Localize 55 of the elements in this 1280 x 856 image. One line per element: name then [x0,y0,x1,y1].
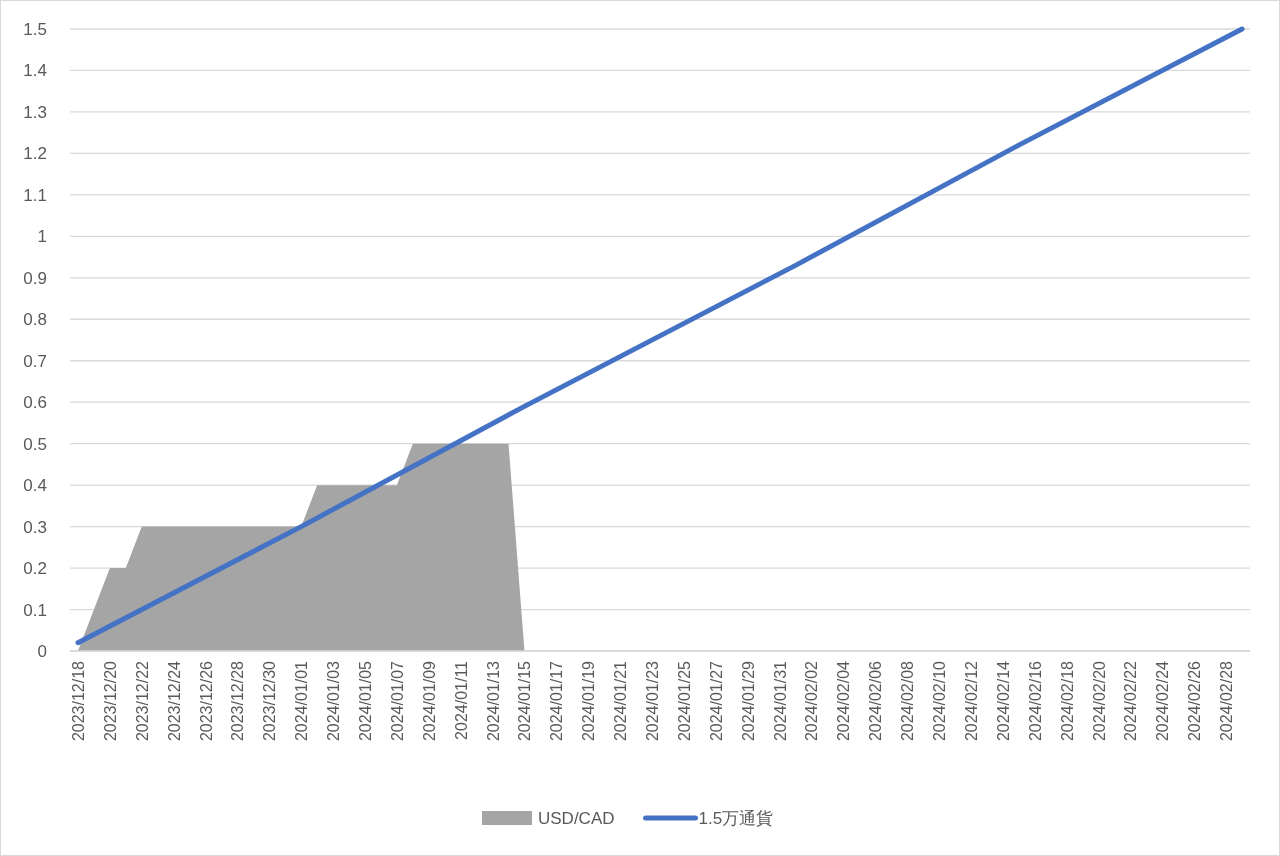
y-tick-label: 0.2 [23,559,47,579]
x-tick-label: 2024/02/28 [1218,660,1236,742]
x-tick-label: 2024/02/10 [931,660,949,742]
x-tick-label: 2024/02/14 [994,660,1012,742]
x-tick-label: 2024/01/13 [484,660,502,742]
y-tick-label: 0.5 [23,434,47,454]
y-tick-label: 0.6 [23,393,47,413]
x-tick-label: 2023/12/30 [261,660,279,742]
x-tick-label: 2023/12/24 [165,660,183,742]
y-tick-label: 0.1 [23,600,47,620]
x-tick-label: 2024/02/18 [1058,660,1076,742]
x-tick-label: 2023/12/26 [197,660,215,742]
x-tick-label: 2024/02/24 [1154,660,1172,742]
y-tick-label: 0.4 [23,476,47,496]
x-tick-label: 2023/12/22 [133,660,151,742]
x-tick-label: 2024/01/09 [420,660,438,742]
legend-label: USD/CAD [538,809,615,828]
x-tick-label: 2024/01/27 [707,660,725,742]
x-tick-label: 2024/01/03 [325,660,343,742]
x-tick-label: 2024/02/02 [803,660,821,742]
x-tick-label: 2024/01/21 [612,660,630,742]
x-tick-label: 2024/01/25 [675,660,693,742]
x-tick-label: 2024/02/22 [1122,660,1140,742]
x-tick-label: 2024/02/08 [899,660,917,742]
y-tick-label: 0.3 [23,517,47,537]
y-tick-label: 1 [37,227,47,247]
x-tick-label: 2024/01/23 [644,660,662,742]
y-tick-label: 1.5 [23,20,47,39]
y-tick-label: 0.7 [23,351,47,371]
x-tick-label: 2024/01/19 [580,660,598,742]
x-tick-label: 2024/01/29 [739,660,757,742]
y-tick-label: 1.1 [23,185,47,205]
x-tick-label: 2024/01/01 [293,660,311,742]
x-tick-label: 2024/02/26 [1186,660,1204,742]
x-tick-label: 2024/02/12 [962,660,980,742]
x-tick-label: 2024/01/17 [548,660,566,742]
y-tick-label: 1.4 [23,61,47,81]
x-tick-label: 2024/01/15 [516,660,534,742]
x-tick-label: 2024/01/31 [771,660,789,742]
y-tick-label: 1.3 [23,102,47,122]
y-tick-label: 0.8 [23,310,47,330]
y-tick-label: 0.9 [23,268,47,288]
x-tick-label: 2024/02/16 [1026,660,1044,742]
x-tick-label: 2024/01/07 [388,660,406,742]
legend-label: 1.5万通貨 [698,809,774,828]
y-tick-label: 0 [37,642,47,661]
x-tick-label: 2024/02/04 [835,660,853,742]
x-tick-label: 2024/01/11 [452,660,470,740]
x-tick-label: 2023/12/18 [69,660,87,742]
x-tick-label: 2023/12/28 [229,660,247,742]
x-tick-label: 2023/12/20 [101,660,119,742]
y-tick-label: 1.2 [23,144,47,164]
x-tick-label: 2024/01/05 [357,660,374,742]
x-tick-label: 2024/02/20 [1090,660,1108,742]
x-tick-label: 2024/02/06 [867,660,885,742]
